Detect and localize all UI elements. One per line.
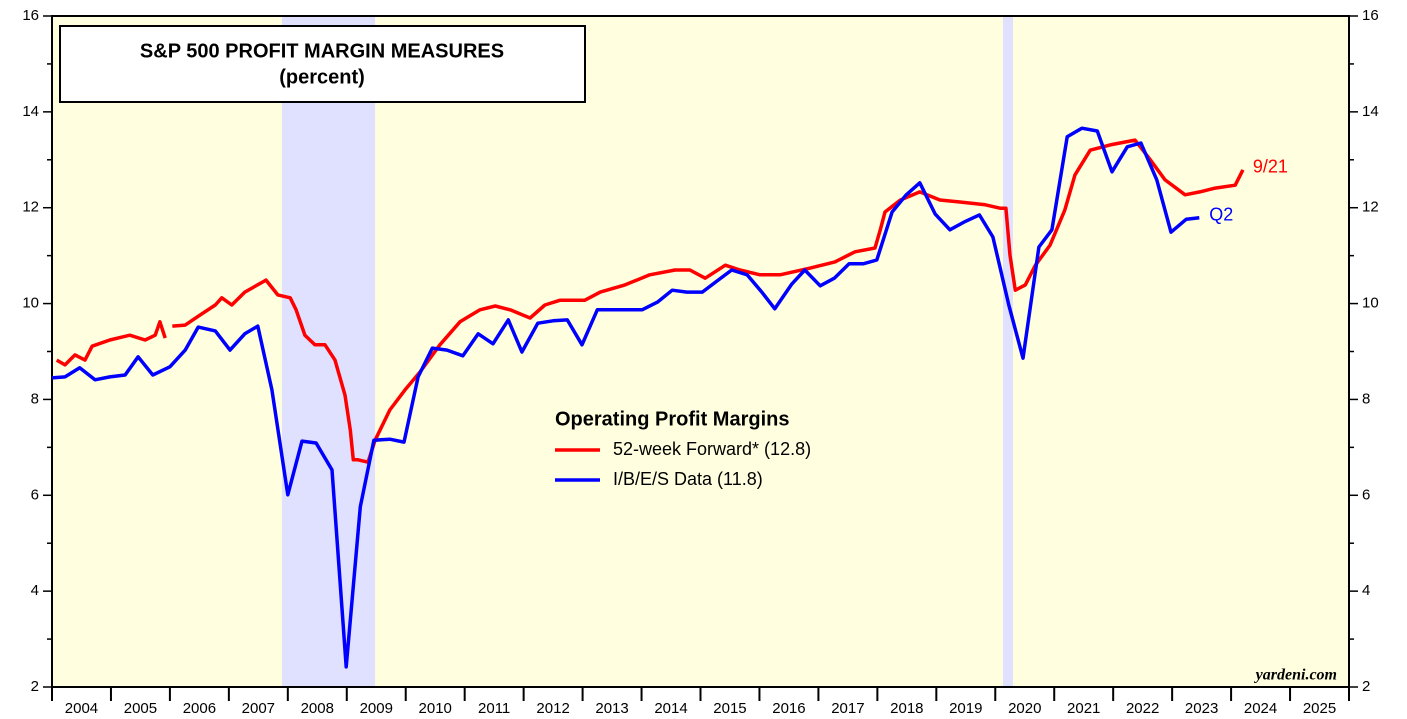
x-tick-label: 2009 bbox=[360, 700, 393, 717]
end-label: Q2 bbox=[1209, 205, 1233, 225]
y-tick-label: 12 bbox=[22, 199, 39, 216]
x-tick-label: 2021 bbox=[1067, 700, 1100, 717]
y-tick-label: 2 bbox=[31, 678, 39, 695]
legend-label: 52-week Forward* (12.8) bbox=[613, 439, 811, 459]
x-tick-label: 2012 bbox=[536, 700, 569, 717]
y-tick-label: 10 bbox=[22, 295, 39, 312]
plot-area bbox=[51, 15, 1350, 688]
y2-tick-label: 10 bbox=[1362, 295, 1379, 312]
y2-tick-label: 8 bbox=[1362, 390, 1370, 407]
x-tick-label: 2017 bbox=[831, 700, 864, 717]
title-box bbox=[59, 25, 586, 103]
y2-tick-label: 16 bbox=[1362, 7, 1379, 24]
x-tick-label: 2018 bbox=[890, 700, 923, 717]
x-tick-label: 2010 bbox=[419, 700, 452, 717]
x-tick-label: 2016 bbox=[772, 700, 805, 717]
chart-title: S&P 500 PROFIT MARGIN MEASURES bbox=[140, 40, 504, 62]
y-tick-label: 4 bbox=[31, 582, 39, 599]
x-tick-label: 2025 bbox=[1303, 700, 1336, 717]
x-tick-label: 2023 bbox=[1185, 700, 1218, 717]
x-tick-label: 2005 bbox=[124, 700, 157, 717]
y2-tick-label: 4 bbox=[1362, 582, 1370, 599]
plot-background bbox=[52, 16, 1349, 687]
x-tick-label: 2007 bbox=[242, 700, 275, 717]
legend-label: I/B/E/S Data (11.8) bbox=[613, 469, 763, 489]
x-tick-label: 2008 bbox=[301, 700, 334, 717]
x-tick-label: 2020 bbox=[1008, 700, 1041, 717]
y-tick-label: 14 bbox=[22, 103, 39, 120]
series-line bbox=[55, 138, 1245, 464]
y2-tick-label: 6 bbox=[1362, 486, 1370, 503]
x-tick-label: 2013 bbox=[595, 700, 628, 717]
chart-subtitle: (percent) bbox=[279, 66, 365, 88]
series-line bbox=[51, 126, 1200, 669]
x-tick-label: 2011 bbox=[478, 700, 510, 717]
x-tick-label: 2004 bbox=[65, 700, 98, 717]
legend-title: Operating Profit Margins bbox=[555, 408, 789, 430]
y-tick-label: 8 bbox=[31, 390, 39, 407]
y-tick-label: 6 bbox=[31, 486, 39, 503]
end-label: 9/21 bbox=[1253, 157, 1288, 177]
x-tick-label: 2014 bbox=[654, 700, 687, 717]
source: yardeni.com bbox=[1254, 667, 1337, 684]
x-tick-label: 2019 bbox=[949, 700, 982, 717]
y2-tick-label: 2 bbox=[1362, 678, 1370, 695]
y2-tick-label: 14 bbox=[1362, 103, 1379, 120]
x-tick-label: 2024 bbox=[1244, 700, 1277, 717]
y2-tick-label: 12 bbox=[1362, 199, 1379, 216]
x-tick-label: 2015 bbox=[713, 700, 746, 717]
recession-shade bbox=[1002, 16, 1013, 687]
x-tick-label: 2006 bbox=[183, 700, 216, 717]
y-tick-label: 16 bbox=[22, 7, 39, 24]
x-tick-label: 2022 bbox=[1126, 700, 1159, 717]
